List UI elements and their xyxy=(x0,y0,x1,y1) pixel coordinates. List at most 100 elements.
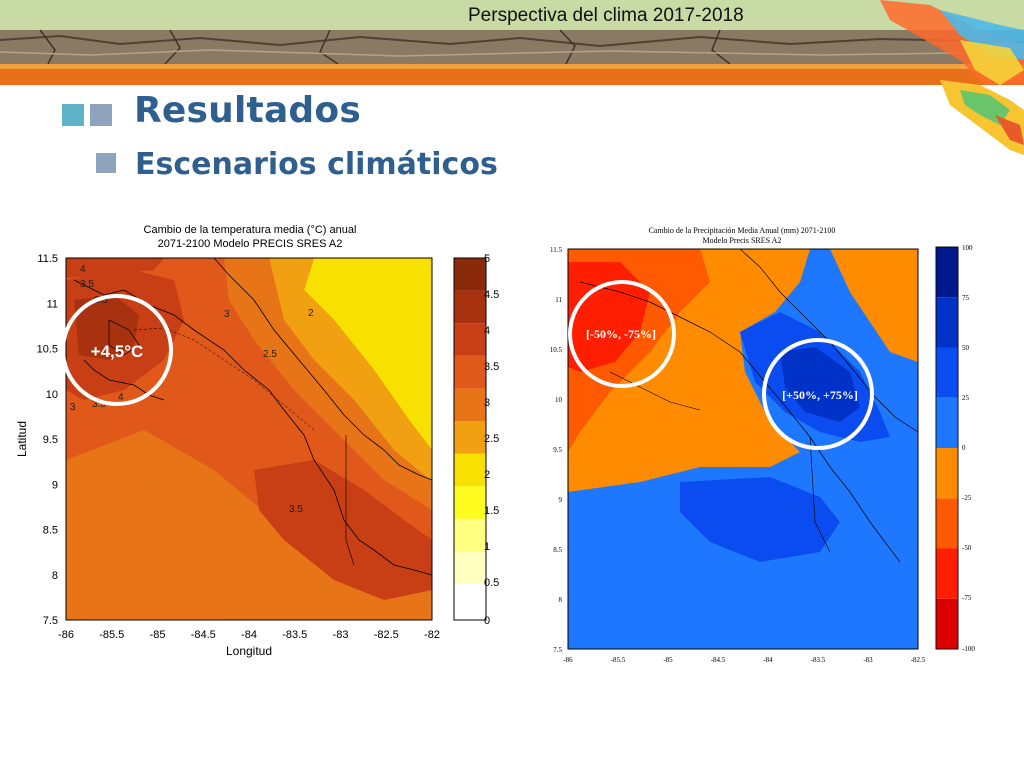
colorbar-label: 3 xyxy=(484,397,490,409)
y-tick-label: 10.5 xyxy=(37,344,58,356)
colorbar-segment xyxy=(936,247,958,298)
colorbar-label: 25 xyxy=(962,394,970,402)
dry-callout-label: [-50%, -75%] xyxy=(586,327,656,341)
y-tick-label: 11.5 xyxy=(37,253,58,265)
contour-label: 4 xyxy=(118,392,124,403)
slide-subheading: Escenarios climáticos xyxy=(135,147,498,182)
bullet-square-gray xyxy=(90,104,112,126)
precipitation-map-x-axis: -86 -85.5 -85 -84.5 -84 -83.5 -83 -82.5 xyxy=(563,656,925,664)
y-tick-label: 8.5 xyxy=(43,525,58,537)
colorbar-label: 2.5 xyxy=(484,433,499,445)
x-tick-label: -82.5 xyxy=(374,629,399,641)
colorbar-label: 0.5 xyxy=(484,577,499,589)
precipitation-map-y-axis: 11.5 11 10.5 10 9.5 9 8.5 8 7.5 xyxy=(550,246,563,654)
temperature-map-y-axis: 11.5 11 10.5 10 9.5 9 8.5 8 7.5 Latitud xyxy=(15,253,58,627)
colorbar-segment xyxy=(454,355,486,389)
colorbar-segment xyxy=(936,498,958,549)
header-title: Perspectiva del clima 2017-2018 xyxy=(468,5,744,26)
colorbar-label: 4 xyxy=(484,325,490,337)
temperature-map-title-line2: 2071-2100 Modelo PRECIS SRES A2 xyxy=(158,238,343,250)
x-tick-label: -86 xyxy=(563,656,573,664)
precipitation-colorbar: 100 75 50 25 0 -25 -50 -75 -100 xyxy=(935,244,975,653)
precipitation-map-plot xyxy=(567,248,919,650)
colorbar-segment xyxy=(454,551,486,584)
temperature-callout-label: +4,5°C xyxy=(91,342,144,361)
x-tick-label: -83 xyxy=(333,629,349,641)
precipitation-map-title-line2: Modelo Precis SRES A2 xyxy=(703,236,782,245)
y-tick-label: 10 xyxy=(555,396,563,404)
dry-callout-circle xyxy=(568,280,676,388)
contour-label: 3 xyxy=(70,402,76,413)
colorbar-segment xyxy=(454,323,486,356)
contour-label: 2.5 xyxy=(263,349,277,360)
contour-label: 3 xyxy=(224,309,230,320)
y-tick-label: 11.5 xyxy=(550,246,562,254)
x-tick-label: -86 xyxy=(58,629,74,641)
colorbar-label: 3.5 xyxy=(484,361,499,373)
x-tick-label: -83 xyxy=(863,656,873,664)
colorbar-label: 50 xyxy=(962,344,970,352)
colorbar-segment xyxy=(936,397,958,448)
temperature-map-plot: 4 3.5 3.5 3 2 2.5 3.5 3.5 4 3 xyxy=(65,257,433,621)
contour-label: 4 xyxy=(80,264,86,275)
y-tick-label: 8 xyxy=(52,570,58,582)
colorbar-label: 75 xyxy=(962,294,970,302)
y-tick-label: 9.5 xyxy=(553,446,562,454)
sub-bullet-square xyxy=(96,153,116,173)
colorbar-segment xyxy=(454,453,486,487)
colorbar-frame xyxy=(453,257,487,621)
colorbar-segment xyxy=(454,388,486,421)
x-tick-label: -83.5 xyxy=(811,656,826,664)
contour-label: 3.5 xyxy=(289,504,303,515)
colorbar-label: 1.5 xyxy=(484,505,499,517)
colorbar-segment xyxy=(936,598,958,649)
y-tick-label: 9.5 xyxy=(43,434,58,446)
colorbar-label: 5 xyxy=(484,253,490,265)
colorbar-label: 100 xyxy=(962,244,973,252)
y-tick-label: 10.5 xyxy=(550,346,563,354)
y-axis-label: Latitud xyxy=(15,421,29,457)
precipitation-map-title-line1: Cambio de la Precipitación Media Anual (… xyxy=(649,226,836,235)
wet-callout-label: [+50%, +75%] xyxy=(782,388,858,402)
y-tick-label: 11 xyxy=(47,298,58,310)
temperature-callout-circle xyxy=(61,294,173,406)
y-tick-label: 11 xyxy=(555,296,562,304)
slide-heading: Resultados xyxy=(134,90,361,131)
x-tick-label: -85 xyxy=(663,656,673,664)
x-tick-label: -82.5 xyxy=(911,656,926,664)
colorbar-segment xyxy=(936,297,958,348)
colorbar-label: -25 xyxy=(962,494,972,502)
temperature-colorbar: 5 4.5 4 3.5 3 2.5 2 1.5 1 0.5 0 xyxy=(453,253,499,627)
colorbar-label: -50 xyxy=(962,544,972,552)
contour-label: 3.5 xyxy=(80,279,94,290)
y-tick-label: 8.5 xyxy=(553,546,562,554)
x-tick-label: -83.5 xyxy=(282,629,307,641)
header-banner: Perspectiva del clima 2017-2018 xyxy=(0,0,1024,85)
colorbar-label: 0 xyxy=(484,615,490,627)
colorbar-label: 2 xyxy=(484,469,490,481)
colorbar-segment xyxy=(936,347,958,398)
colorbar-segment xyxy=(936,548,958,599)
colorbar-frame xyxy=(935,246,959,650)
contour-label: 3.5 xyxy=(92,399,106,410)
wet-callout-circle xyxy=(762,338,874,450)
colorbar-label: -100 xyxy=(962,645,975,653)
x-tick-label: -82 xyxy=(424,629,440,641)
y-tick-label: 9 xyxy=(52,479,58,491)
colorbar-label: 1 xyxy=(484,541,490,553)
x-axis-label: Longitud xyxy=(226,644,272,658)
colorbar-segment xyxy=(936,448,958,499)
contour-label: 3.5 xyxy=(94,295,108,306)
y-tick-label: 7.5 xyxy=(553,646,562,654)
colorbar-segment xyxy=(454,258,486,291)
precipitation-map-figure: Cambio de la Precipitación Media Anual (… xyxy=(540,222,1000,672)
costa-rica-map-icon xyxy=(940,80,1024,155)
x-tick-label: -85 xyxy=(150,629,166,641)
colorbar-label: -75 xyxy=(962,594,972,602)
temperature-map-figure: Cambio de la temperatura media (°C) anua… xyxy=(14,220,504,660)
contour-label: 2 xyxy=(308,308,314,319)
x-tick-label: -84.5 xyxy=(711,656,726,664)
x-tick-label: -84.5 xyxy=(191,629,216,641)
y-tick-label: 7.5 xyxy=(43,615,58,627)
y-tick-label: 10 xyxy=(46,389,58,401)
